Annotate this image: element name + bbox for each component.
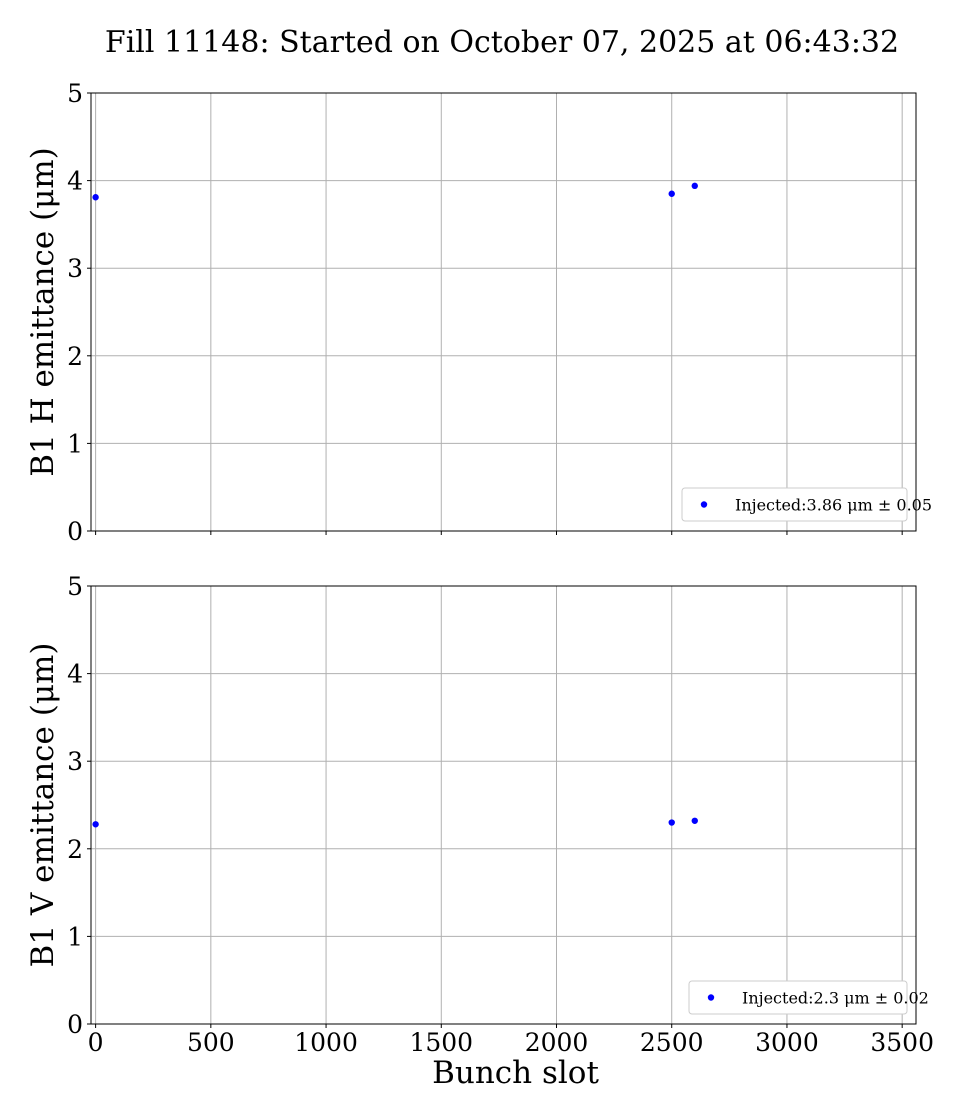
grid: [91, 586, 916, 1024]
data-point: [92, 194, 99, 201]
y-tick-label: 1: [67, 922, 83, 951]
y-tick-label: 4: [67, 167, 83, 196]
legend-label: Injected:2.3 μm ± 0.02: [742, 989, 929, 1008]
y-tick-label: 5: [67, 572, 83, 601]
y-tick-label: 1: [67, 429, 83, 458]
y-tick-label: 3: [67, 747, 83, 776]
y-tick-label: 0: [67, 517, 83, 546]
y-axis-label: B1 H emittance (μm): [25, 147, 61, 477]
data-point: [691, 817, 698, 824]
legend-box: [688, 980, 908, 1015]
x-tick-label: 500: [187, 1028, 235, 1057]
x-tick-label: 2500: [640, 1028, 704, 1057]
data-point: [668, 819, 675, 826]
axis-ticks: 0 1 2 3 4 5: [67, 79, 903, 546]
x-axis-label: Bunch slot: [432, 1055, 599, 1091]
x-tick-label: 1500: [409, 1028, 473, 1057]
data-points: [92, 817, 698, 828]
plot-frame: [90, 92, 917, 532]
panel-b1-h-emittance: 0 1 2 3 4 5 B1 H emittance (μm) Injected:3.86…: [25, 79, 932, 546]
y-tick-label: 2: [67, 835, 83, 864]
x-tick-label: 1000: [294, 1028, 358, 1057]
axis-ticks: 0 500 1000 1500 2000 2500 3000 3500 0 1 2 3 4 5: [67, 572, 934, 1057]
y-tick-label: 5: [67, 79, 83, 108]
chart-title: Fill 11148: Started on October 07, 2025 …: [105, 25, 899, 60]
grid: [91, 93, 916, 531]
x-tick-label: 0: [88, 1028, 104, 1057]
x-tick-label: 2000: [525, 1028, 589, 1057]
y-tick-label: 4: [67, 660, 83, 689]
y-tick-label: 3: [67, 254, 83, 283]
legend-box: [681, 487, 908, 522]
legend: Injected:2.3 μm ± 0.02: [688, 980, 929, 1015]
data-point: [668, 190, 675, 197]
data-point: [92, 821, 99, 828]
x-tick-label: 3500: [870, 1028, 934, 1057]
legend-marker: [700, 501, 708, 508]
plot-frame: [90, 585, 917, 1025]
legend-label: Injected:3.86 μm ± 0.05: [735, 496, 932, 515]
data-points: [92, 182, 698, 201]
data-point: [691, 182, 698, 190]
legend: Injected:3.86 μm ± 0.05: [681, 487, 932, 522]
panel-b1-v-emittance: 0 500 1000 1500 2000 2500 3000 3500 0 1 2 3 4 5 B1 V …: [25, 572, 934, 1091]
y-tick-label: 2: [67, 342, 83, 371]
y-tick-label: 0: [67, 1010, 83, 1039]
legend-marker: [707, 994, 715, 1001]
y-axis-label: B1 V emittance (μm): [25, 643, 61, 968]
x-tick-label: 3000: [755, 1028, 819, 1057]
